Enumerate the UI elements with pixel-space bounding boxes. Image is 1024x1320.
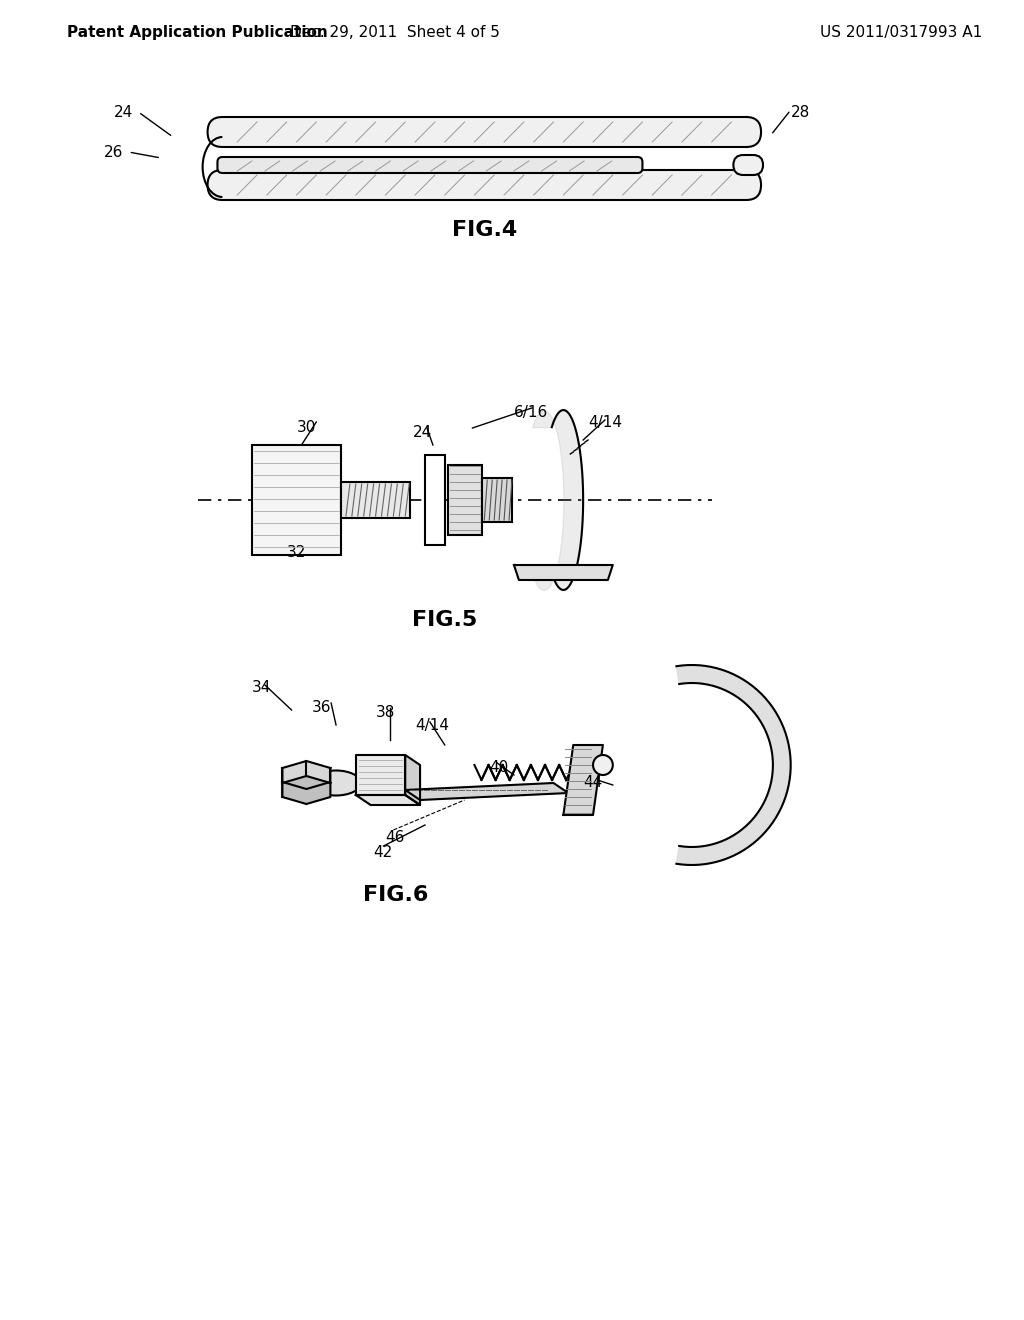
Text: 26: 26 [103, 145, 123, 160]
Bar [341, 482, 411, 517]
Polygon shape [677, 665, 791, 865]
Polygon shape [514, 565, 612, 579]
Text: 24: 24 [413, 425, 432, 440]
Text: 24: 24 [114, 106, 133, 120]
Bar [252, 445, 341, 554]
Text: Patent Application Publication: Patent Application Publication [68, 25, 328, 40]
Text: FIG.4: FIG.4 [452, 220, 517, 240]
Polygon shape [355, 755, 406, 795]
Text: Dec. 29, 2011  Sheet 4 of 5: Dec. 29, 2011 Sheet 4 of 5 [291, 25, 501, 40]
Polygon shape [406, 783, 568, 800]
Text: 32: 32 [287, 545, 306, 560]
Text: 6/16: 6/16 [514, 405, 548, 420]
Text: FIG.5: FIG.5 [412, 610, 477, 630]
FancyBboxPatch shape [208, 170, 761, 201]
Bar [482, 478, 512, 521]
Text: FIG.6: FIG.6 [362, 884, 428, 906]
FancyBboxPatch shape [217, 157, 642, 173]
Ellipse shape [311, 771, 360, 796]
Text: 42: 42 [374, 845, 393, 861]
Text: 38: 38 [376, 705, 395, 719]
Text: 46: 46 [385, 830, 404, 845]
Bar [447, 465, 482, 535]
Text: 44: 44 [583, 775, 602, 789]
Polygon shape [283, 776, 331, 804]
Text: 4/14: 4/14 [415, 718, 450, 733]
Text: 36: 36 [311, 700, 331, 715]
Text: 4/14: 4/14 [588, 414, 623, 430]
Polygon shape [355, 795, 420, 805]
Bar [425, 455, 444, 545]
Text: US 2011/0317993 A1: US 2011/0317993 A1 [820, 25, 983, 40]
Text: 28: 28 [791, 106, 810, 120]
Ellipse shape [593, 755, 612, 775]
Text: 30: 30 [297, 420, 315, 436]
Text: 34: 34 [252, 680, 271, 696]
Polygon shape [406, 755, 420, 805]
Polygon shape [283, 762, 331, 789]
FancyBboxPatch shape [733, 154, 763, 176]
Text: 40: 40 [489, 760, 509, 775]
FancyBboxPatch shape [208, 117, 761, 147]
Polygon shape [563, 744, 603, 814]
